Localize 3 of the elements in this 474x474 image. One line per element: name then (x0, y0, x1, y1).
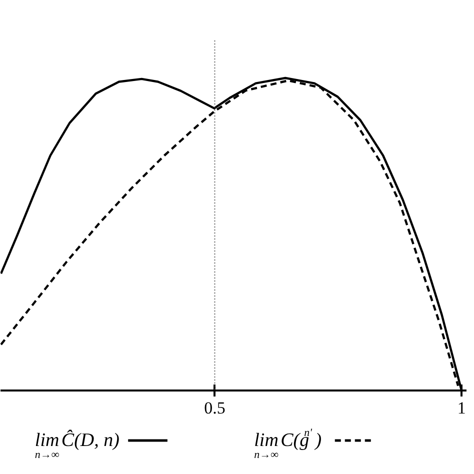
x-tick-label: 0.5 (204, 398, 226, 418)
x-tick-label: 1 (457, 398, 466, 418)
legend-label: limn→∞Ĉ(D, n) (34, 429, 120, 461)
